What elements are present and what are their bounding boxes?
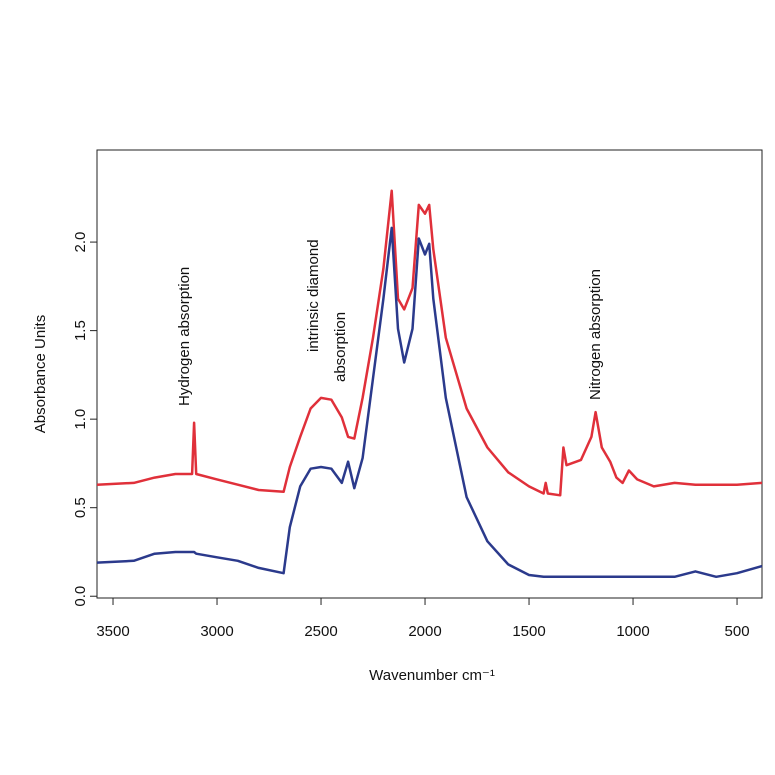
y-tick-label: 2.0 (72, 232, 89, 253)
x-tick-label: 500 (725, 623, 750, 640)
series-line (96, 189, 763, 497)
series-line (96, 226, 763, 579)
annotation: intrinsic diamond (305, 239, 322, 352)
x-tick-label: 2000 (408, 623, 441, 640)
annotation: Hydrogen absorption (176, 267, 193, 406)
y-tick-label: 1.5 (72, 320, 89, 341)
annotation: Nitrogen absorption (587, 269, 604, 400)
y-tick-label: 0.0 (72, 586, 89, 607)
x-tick-label: 1500 (512, 623, 545, 640)
x-axis-label: Wavenumber cm⁻¹ (369, 667, 495, 684)
y-tick-label: 0.5 (72, 497, 89, 518)
x-tick-label: 2500 (304, 623, 337, 640)
x-tick-label: 1000 (616, 623, 649, 640)
y-axis-label: Absorbance Units (32, 315, 49, 433)
y-tick-label: 1.0 (72, 409, 89, 430)
x-tick-label: 3500 (96, 623, 129, 640)
plot-frame (96, 149, 763, 599)
annotation: absorption (332, 312, 349, 382)
x-tick-label: 3000 (200, 623, 233, 640)
